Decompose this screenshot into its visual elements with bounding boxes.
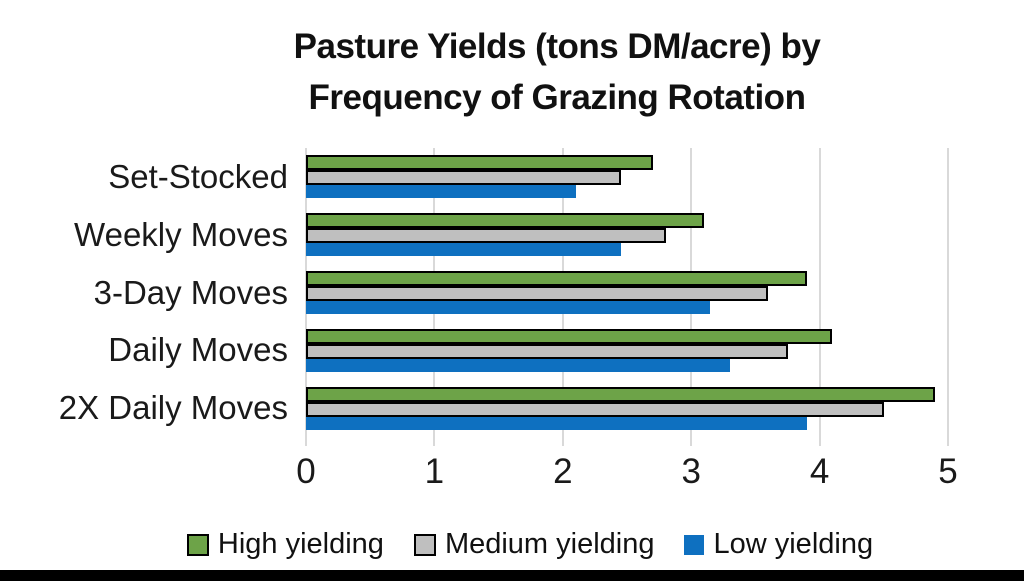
legend-swatch xyxy=(186,533,209,556)
chart-title-line-1: Pasture Yields (tons DM/acre) by xyxy=(293,27,821,66)
x-tick-label: 4 xyxy=(809,452,830,491)
bottom-border-strip xyxy=(0,570,1024,581)
bar-medium-yielding xyxy=(306,285,769,301)
axis-tick xyxy=(690,437,693,446)
category-label: Daily Moves xyxy=(108,331,288,369)
bar-low-yielding xyxy=(306,416,807,430)
bar-high-yielding xyxy=(306,213,705,229)
x-tick-label: 3 xyxy=(681,452,701,491)
bar-low-yielding xyxy=(306,243,621,257)
legend-label: Low yielding xyxy=(713,528,874,560)
category-label: 3-Day Moves xyxy=(93,273,288,311)
bar-high-yielding xyxy=(306,328,833,344)
bar-low-yielding xyxy=(306,185,576,199)
bar-medium-yielding xyxy=(306,228,666,244)
x-tick-label: 1 xyxy=(424,452,445,491)
chart-title: Pasture Yields (tons DM/acre) by Frequen… xyxy=(90,22,1024,124)
bar-high-yielding xyxy=(306,386,936,402)
chart-title-line-2: Frequency of Grazing Rotation xyxy=(308,77,806,117)
bar-group xyxy=(306,321,948,379)
x-tick-label: 0 xyxy=(296,452,316,491)
axis-tick xyxy=(947,437,949,446)
gridline xyxy=(818,148,821,437)
x-tick-label: 5 xyxy=(938,452,958,491)
legend-label: Medium yielding xyxy=(444,528,655,560)
category-label: Weekly Moves xyxy=(74,215,288,253)
legend-swatch xyxy=(684,534,705,555)
axis-tick xyxy=(305,437,307,446)
bar-low-yielding xyxy=(306,358,730,372)
bar-medium-yielding xyxy=(306,343,788,359)
bar-group xyxy=(306,379,948,437)
bar-group xyxy=(306,264,948,322)
plot-area xyxy=(305,148,949,446)
legend: High yielding Medium yielding Low yielding xyxy=(36,528,1024,561)
bar-group xyxy=(306,206,948,264)
axis-tick xyxy=(561,437,564,446)
legend-item: Low yielding xyxy=(684,528,873,561)
gridline xyxy=(947,148,949,437)
legend-item: Medium yielding xyxy=(413,528,655,561)
category-label: Set-Stocked xyxy=(108,157,288,195)
category-label: 2X Daily Moves xyxy=(58,389,288,427)
legend-item: High yielding xyxy=(186,528,384,561)
bar-low-yielding xyxy=(306,300,711,314)
legend-label: High yielding xyxy=(217,528,384,560)
bar-high-yielding xyxy=(306,155,653,171)
axis-tick xyxy=(818,437,821,446)
axis-tick xyxy=(433,437,436,446)
bar-medium-yielding xyxy=(306,401,884,417)
bar-high-yielding xyxy=(306,270,807,286)
bar-group xyxy=(306,148,948,206)
legend-swatch xyxy=(413,533,436,556)
x-tick-label: 2 xyxy=(553,452,573,491)
bar-medium-yielding xyxy=(306,170,621,186)
